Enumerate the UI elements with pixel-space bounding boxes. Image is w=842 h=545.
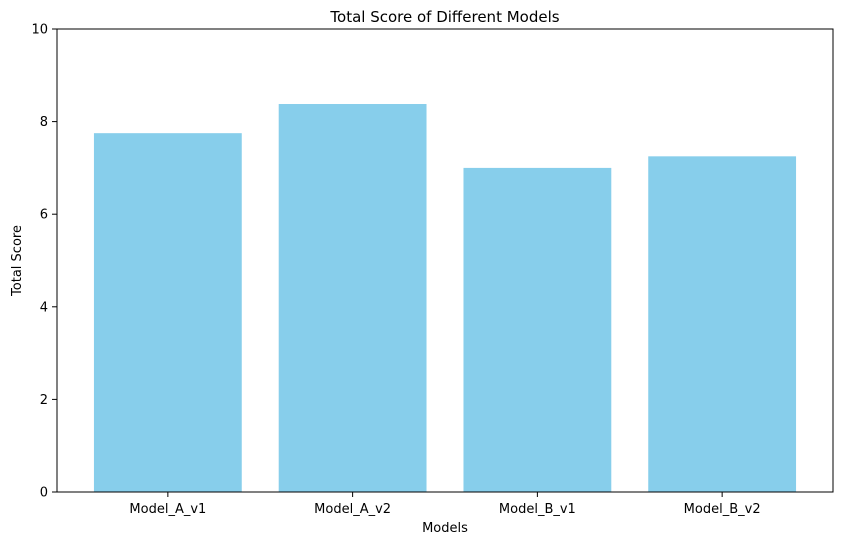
plot-area [56, 28, 834, 493]
y-tick-label: 8 [40, 115, 48, 130]
y-tick-label: 0 [40, 486, 48, 501]
bar-Model_A_v2 [278, 104, 427, 492]
x-axis-label: Models [422, 521, 468, 536]
y-tick-label: 6 [40, 208, 48, 223]
x-tick-label: Model_B_v1 [499, 502, 576, 517]
x-axis: Model_A_v1 Model_A_v2 Model_B_v1 Model_B_v2 [129, 492, 761, 517]
y-tick-label: 10 [31, 23, 48, 38]
y-axis-label: Total Score [10, 225, 25, 297]
bars-group [93, 104, 797, 492]
plot-frame [56, 28, 834, 493]
y-tick-label: 4 [40, 300, 48, 315]
bar-Model_B_v1 [463, 167, 612, 492]
x-tick-label: Model_A_v2 [314, 502, 391, 517]
chart-title: Total Score of Different Models [329, 8, 559, 26]
bar-Model_A_v1 [93, 133, 242, 492]
x-tick-label: Model_B_v2 [684, 502, 761, 517]
bar-Model_B_v2 [648, 156, 797, 492]
y-tick-label: 2 [40, 393, 48, 408]
y-axis: 0 2 4 6 8 10 [31, 23, 57, 501]
x-tick-label: Model_A_v1 [129, 502, 206, 517]
